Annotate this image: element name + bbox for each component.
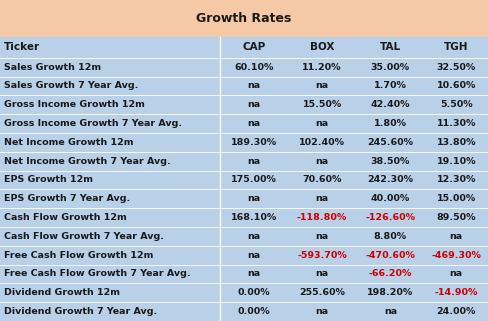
Text: 42.40%: 42.40% bbox=[371, 100, 410, 109]
Text: na: na bbox=[450, 270, 463, 279]
Text: na: na bbox=[247, 232, 260, 241]
Text: Cash Flow Growth 12m: Cash Flow Growth 12m bbox=[4, 213, 127, 222]
Text: 13.80%: 13.80% bbox=[437, 138, 476, 147]
Text: -14.90%: -14.90% bbox=[435, 288, 478, 297]
Bar bbox=[0, 265, 488, 283]
Text: 168.10%: 168.10% bbox=[231, 213, 277, 222]
Text: -469.30%: -469.30% bbox=[431, 251, 481, 260]
Text: 245.60%: 245.60% bbox=[367, 138, 413, 147]
Bar bbox=[0, 170, 488, 189]
Bar bbox=[0, 189, 488, 208]
Text: na: na bbox=[247, 100, 260, 109]
Text: na: na bbox=[247, 194, 260, 203]
Text: 175.00%: 175.00% bbox=[231, 176, 277, 185]
Text: 15.00%: 15.00% bbox=[437, 194, 476, 203]
Text: 1.70%: 1.70% bbox=[374, 82, 407, 91]
Text: Gross Income Growth 7 Year Avg.: Gross Income Growth 7 Year Avg. bbox=[4, 119, 182, 128]
Text: na: na bbox=[316, 157, 328, 166]
Text: Net Income Growth 7 Year Avg.: Net Income Growth 7 Year Avg. bbox=[4, 157, 171, 166]
Text: 70.60%: 70.60% bbox=[303, 176, 342, 185]
Bar bbox=[0, 283, 488, 302]
Text: EPS Growth 7 Year Avg.: EPS Growth 7 Year Avg. bbox=[4, 194, 130, 203]
Text: Ticker: Ticker bbox=[4, 42, 40, 52]
Text: na: na bbox=[316, 270, 328, 279]
Text: BOX: BOX bbox=[310, 42, 334, 52]
Text: na: na bbox=[384, 307, 397, 316]
Text: na: na bbox=[450, 232, 463, 241]
Text: 102.40%: 102.40% bbox=[299, 138, 345, 147]
Text: na: na bbox=[247, 251, 260, 260]
Text: 242.30%: 242.30% bbox=[367, 176, 413, 185]
Text: na: na bbox=[316, 119, 328, 128]
Text: Gross Income Growth 12m: Gross Income Growth 12m bbox=[4, 100, 145, 109]
Text: 1.80%: 1.80% bbox=[374, 119, 407, 128]
Text: 10.60%: 10.60% bbox=[437, 82, 476, 91]
Text: 189.30%: 189.30% bbox=[231, 138, 277, 147]
Text: na: na bbox=[316, 194, 328, 203]
Text: -470.60%: -470.60% bbox=[366, 251, 415, 260]
Text: Free Cash Flow Growth 7 Year Avg.: Free Cash Flow Growth 7 Year Avg. bbox=[4, 270, 190, 279]
Text: EPS Growth 12m: EPS Growth 12m bbox=[4, 176, 93, 185]
Bar bbox=[0, 227, 488, 246]
Text: 19.10%: 19.10% bbox=[437, 157, 476, 166]
Text: 8.80%: 8.80% bbox=[374, 232, 407, 241]
Text: -118.80%: -118.80% bbox=[297, 213, 347, 222]
Text: 35.00%: 35.00% bbox=[371, 63, 410, 72]
Text: 24.00%: 24.00% bbox=[437, 307, 476, 316]
Bar bbox=[0, 95, 488, 114]
Text: na: na bbox=[247, 157, 260, 166]
Text: -66.20%: -66.20% bbox=[369, 270, 412, 279]
Text: Free Cash Flow Growth 12m: Free Cash Flow Growth 12m bbox=[4, 251, 153, 260]
Text: na: na bbox=[316, 307, 328, 316]
Bar bbox=[0, 37, 488, 58]
Text: TGH: TGH bbox=[444, 42, 468, 52]
Text: na: na bbox=[247, 270, 260, 279]
Bar bbox=[0, 133, 488, 152]
Text: 11.20%: 11.20% bbox=[303, 63, 342, 72]
Text: 0.00%: 0.00% bbox=[238, 307, 270, 316]
Bar bbox=[0, 0, 488, 37]
Text: Net Income Growth 12m: Net Income Growth 12m bbox=[4, 138, 133, 147]
Bar bbox=[0, 302, 488, 321]
Text: na: na bbox=[247, 119, 260, 128]
Text: 38.50%: 38.50% bbox=[371, 157, 410, 166]
Text: Sales Growth 12m: Sales Growth 12m bbox=[4, 63, 101, 72]
Text: Dividend Growth 7 Year Avg.: Dividend Growth 7 Year Avg. bbox=[4, 307, 157, 316]
Text: 11.30%: 11.30% bbox=[437, 119, 476, 128]
Text: TAL: TAL bbox=[380, 42, 401, 52]
Text: Sales Growth 7 Year Avg.: Sales Growth 7 Year Avg. bbox=[4, 82, 138, 91]
Text: Dividend Growth 12m: Dividend Growth 12m bbox=[4, 288, 120, 297]
Text: na: na bbox=[316, 82, 328, 91]
Text: Growth Rates: Growth Rates bbox=[196, 12, 292, 25]
Bar bbox=[0, 77, 488, 95]
Text: 15.50%: 15.50% bbox=[303, 100, 342, 109]
Bar bbox=[0, 58, 488, 77]
Text: 255.60%: 255.60% bbox=[299, 288, 345, 297]
Bar bbox=[0, 208, 488, 227]
Text: 0.00%: 0.00% bbox=[238, 288, 270, 297]
Text: -593.70%: -593.70% bbox=[297, 251, 347, 260]
Text: na: na bbox=[316, 232, 328, 241]
Text: na: na bbox=[247, 82, 260, 91]
Bar bbox=[0, 114, 488, 133]
Text: -126.60%: -126.60% bbox=[366, 213, 415, 222]
Text: 12.30%: 12.30% bbox=[437, 176, 476, 185]
Text: 40.00%: 40.00% bbox=[371, 194, 410, 203]
Text: 5.50%: 5.50% bbox=[440, 100, 472, 109]
Text: 89.50%: 89.50% bbox=[437, 213, 476, 222]
Text: CAP: CAP bbox=[242, 42, 265, 52]
Text: 60.10%: 60.10% bbox=[234, 63, 273, 72]
Bar bbox=[0, 152, 488, 170]
Text: Cash Flow Growth 7 Year Avg.: Cash Flow Growth 7 Year Avg. bbox=[4, 232, 164, 241]
Text: 32.50%: 32.50% bbox=[437, 63, 476, 72]
Text: 198.20%: 198.20% bbox=[367, 288, 413, 297]
Bar bbox=[0, 246, 488, 265]
